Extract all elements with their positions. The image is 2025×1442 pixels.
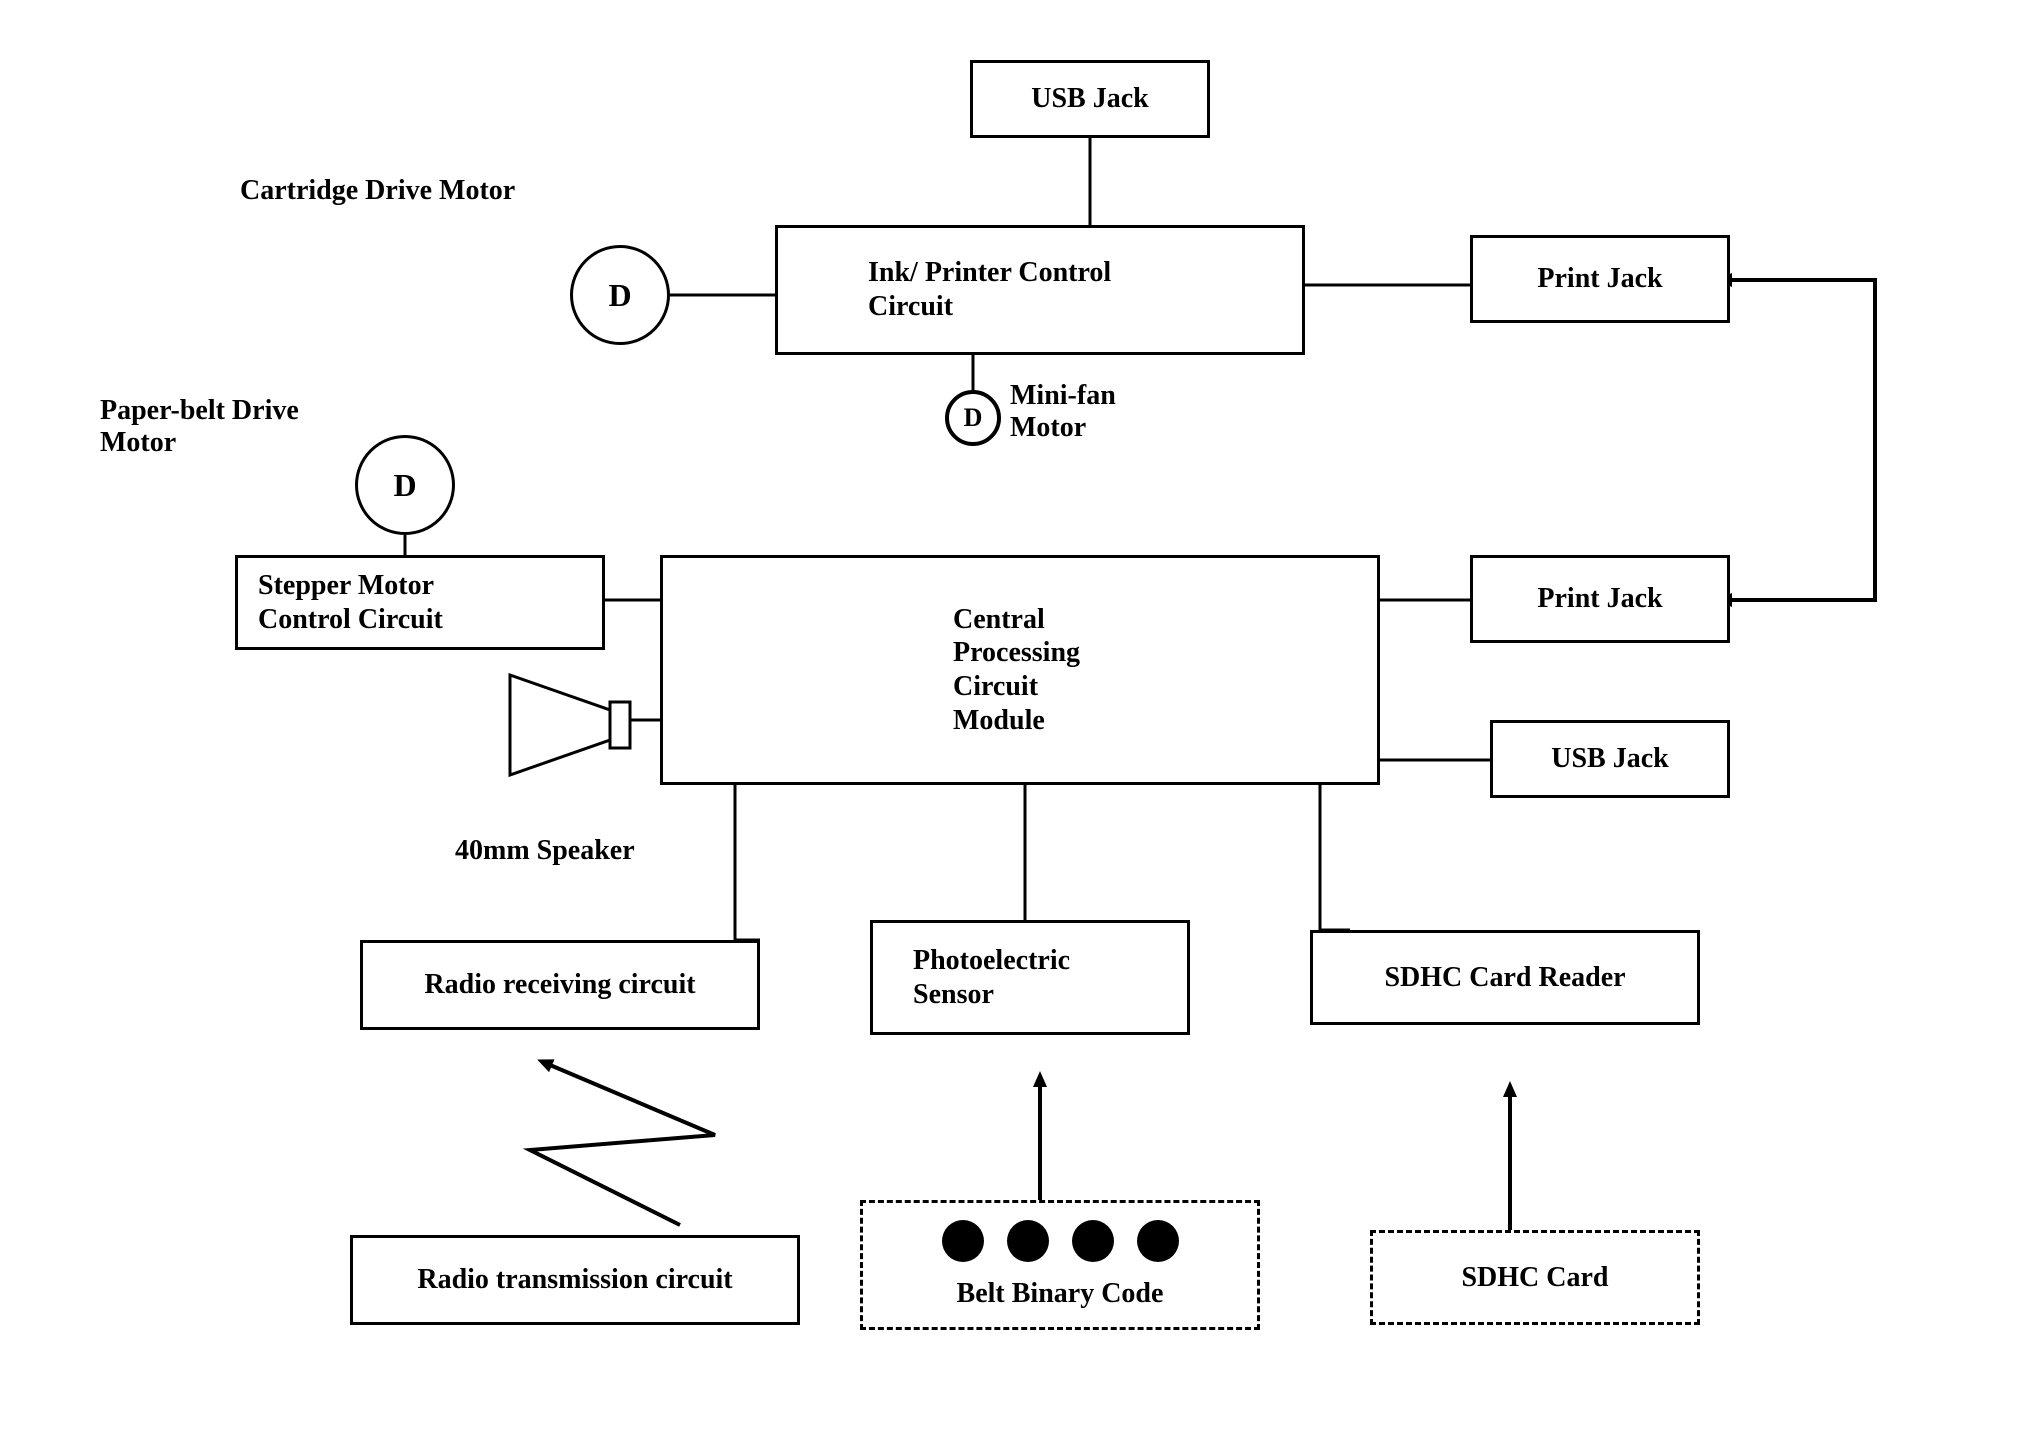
node-sdhc-card: SDHC Card bbox=[1370, 1230, 1700, 1325]
node-print-jack-top: Print Jack bbox=[1470, 235, 1730, 323]
node-label: USB Jack bbox=[1551, 742, 1668, 776]
motor-cartridge-icon: D bbox=[570, 245, 670, 345]
node-label: Radio transmission circuit bbox=[417, 1263, 732, 1297]
motor-paperbelt-icon: D bbox=[355, 435, 455, 535]
motor-label: D bbox=[964, 403, 983, 433]
dot-icon bbox=[942, 1220, 984, 1262]
dot-icon bbox=[1007, 1220, 1049, 1262]
node-label: Radio receiving circuit bbox=[424, 968, 695, 1002]
motor-label: D bbox=[608, 277, 631, 314]
node-stepper-motor-control: Stepper Motor Control Circuit bbox=[235, 555, 605, 650]
diagram-canvas: USB Jack Ink/ Printer Control Circuit Pr… bbox=[0, 0, 2025, 1442]
belt-dots bbox=[934, 1220, 1187, 1271]
node-label: SDHC Card bbox=[1461, 1261, 1608, 1295]
node-central-processing: Central Processing Circuit Module bbox=[660, 555, 1380, 785]
node-label: Print Jack bbox=[1537, 582, 1662, 616]
speaker-icon bbox=[505, 670, 635, 780]
node-belt-binary-code: Belt Binary Code bbox=[860, 1200, 1260, 1330]
label-minifan-motor: Mini-fan Motor bbox=[1010, 380, 1116, 444]
motor-minifan-icon: D bbox=[945, 390, 1001, 446]
node-label: Print Jack bbox=[1537, 262, 1662, 296]
node-label: Central Processing Circuit Module bbox=[953, 603, 1080, 737]
node-label: Photoelectric Sensor bbox=[913, 944, 1070, 1011]
dot-icon bbox=[1137, 1220, 1179, 1262]
dot-icon bbox=[1072, 1220, 1114, 1262]
label-40mm-speaker: 40mm Speaker bbox=[455, 835, 635, 867]
node-usb-jack-top: USB Jack bbox=[970, 60, 1210, 138]
node-label: Stepper Motor Control Circuit bbox=[258, 569, 443, 636]
node-photoelectric-sensor: Photoelectric Sensor bbox=[870, 920, 1190, 1035]
node-usb-jack-bottom: USB Jack bbox=[1490, 720, 1730, 798]
node-radio-transmission: Radio transmission circuit bbox=[350, 1235, 800, 1325]
label-cartridge-drive-motor: Cartridge Drive Motor bbox=[240, 175, 515, 207]
label-paperbelt-drive-motor: Paper-belt Drive Motor bbox=[100, 395, 299, 459]
node-ink-printer-control: Ink/ Printer Control Circuit bbox=[775, 225, 1305, 355]
node-label: SDHC Card Reader bbox=[1384, 961, 1625, 995]
node-print-jack-bottom: Print Jack bbox=[1470, 555, 1730, 643]
motor-label: D bbox=[393, 467, 416, 504]
node-label: Belt Binary Code bbox=[957, 1277, 1164, 1311]
node-radio-receiving: Radio receiving circuit bbox=[360, 940, 760, 1030]
node-sdhc-reader: SDHC Card Reader bbox=[1310, 930, 1700, 1025]
node-label: Ink/ Printer Control Circuit bbox=[868, 256, 1111, 323]
node-label: USB Jack bbox=[1031, 82, 1148, 116]
